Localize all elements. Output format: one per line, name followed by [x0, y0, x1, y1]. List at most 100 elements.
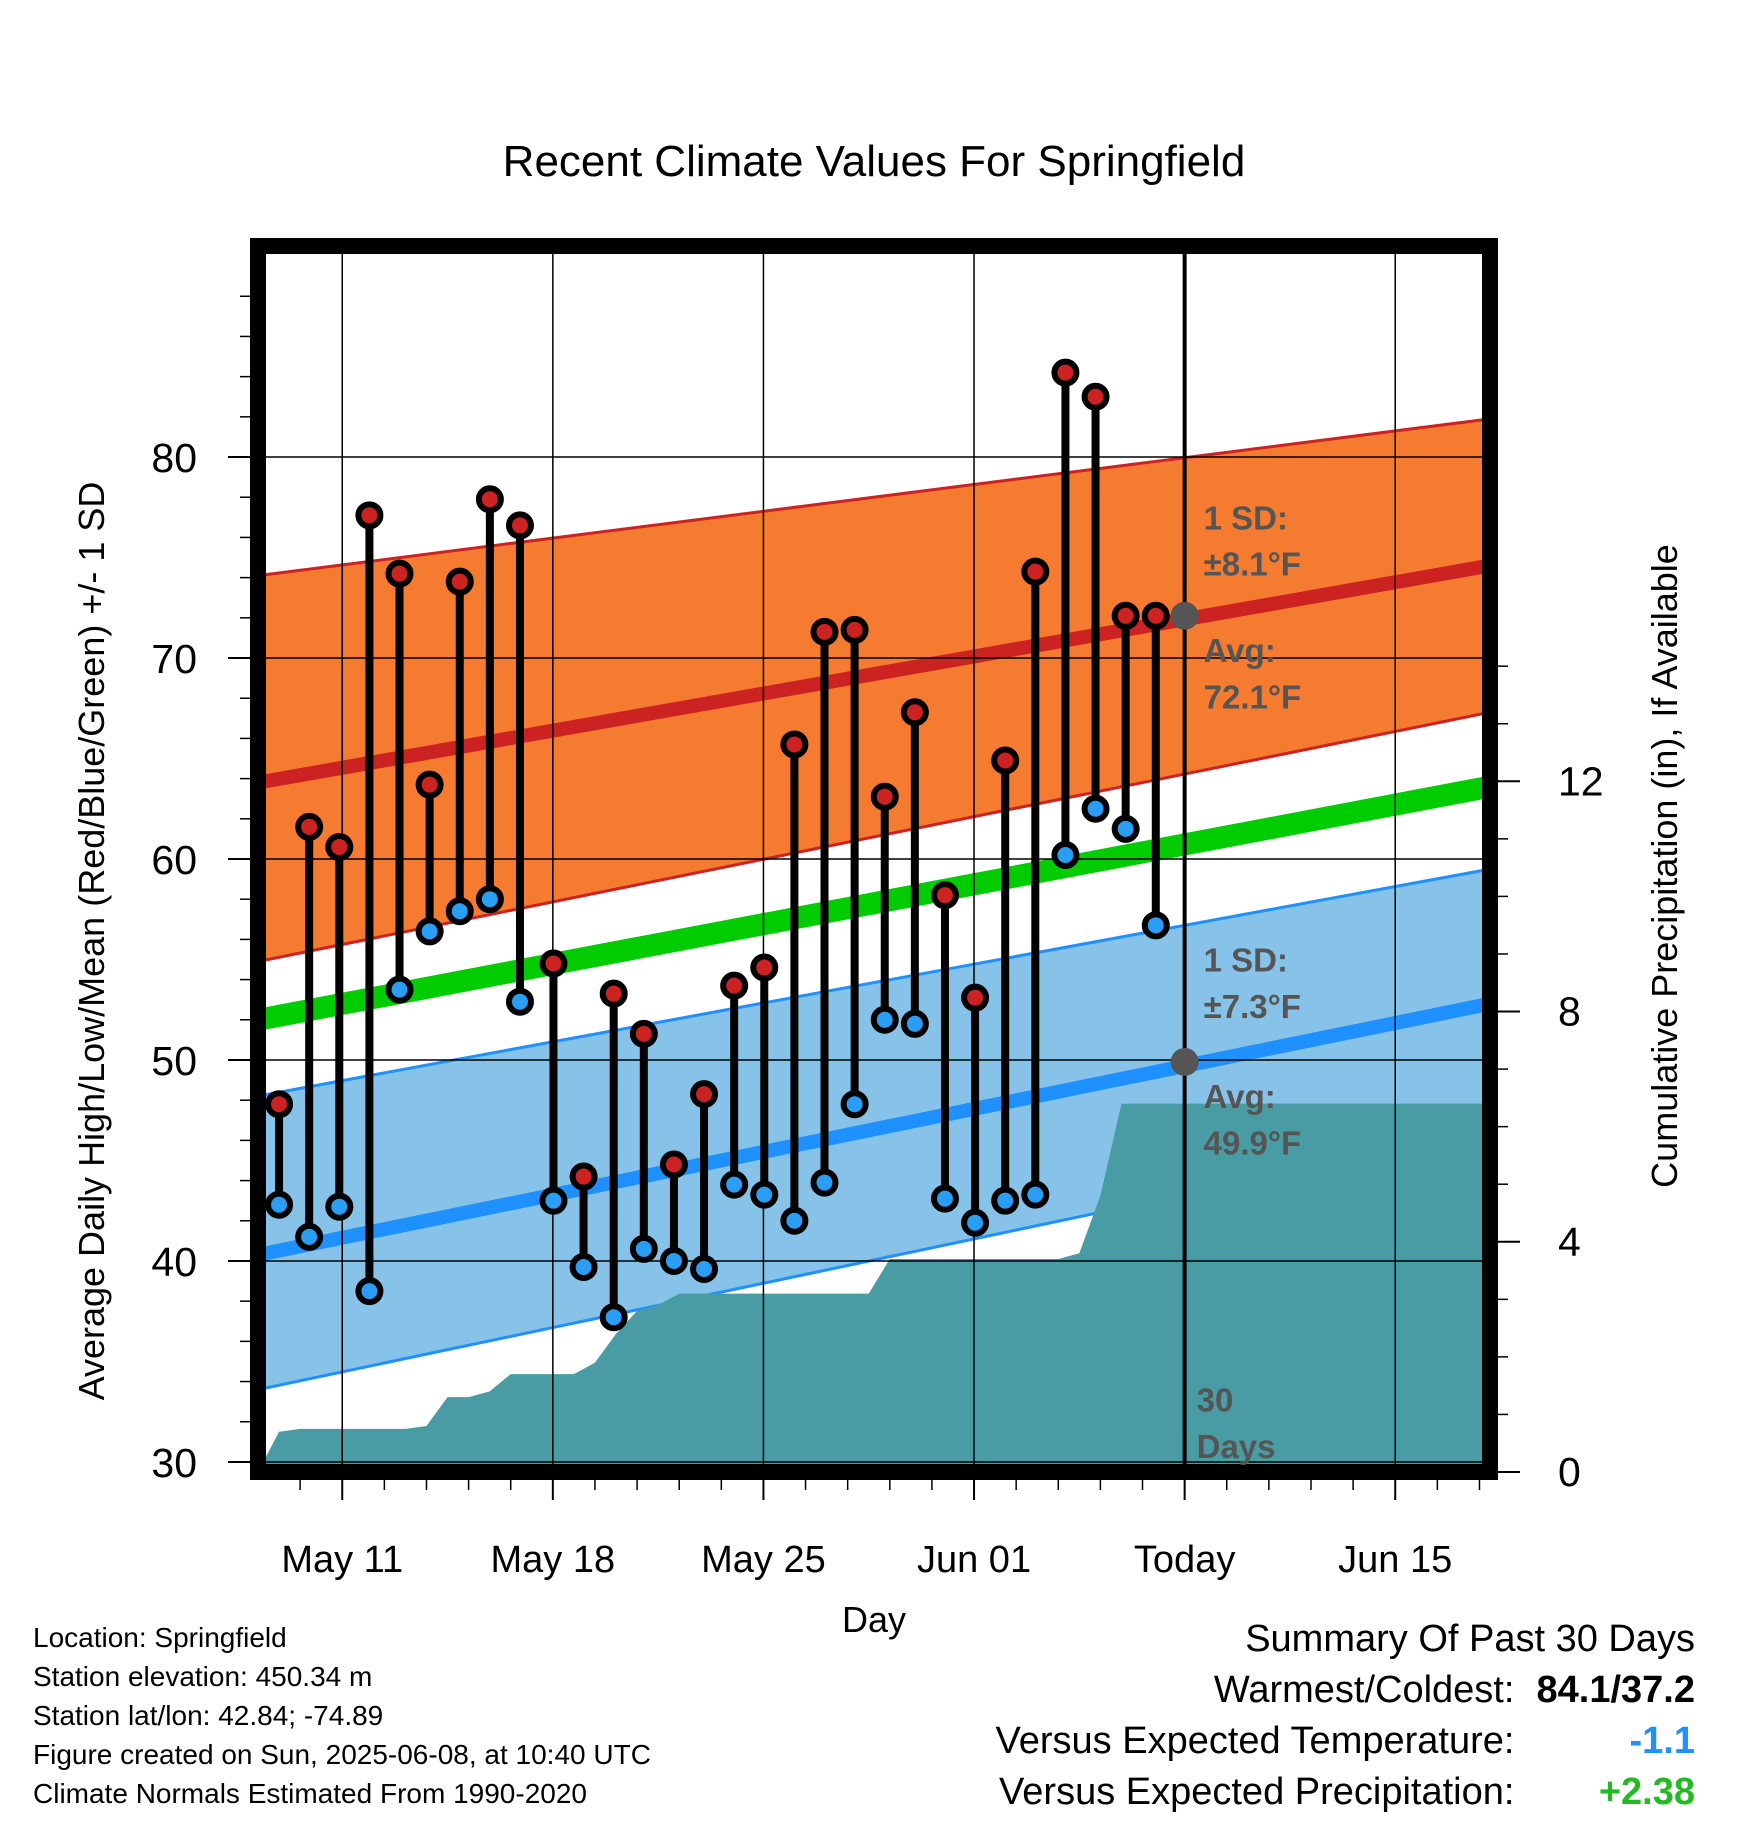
daily-high-point: [991, 746, 1020, 775]
high-sd-label: 1 SD:: [1204, 499, 1288, 536]
daily-low-point: [385, 975, 414, 1004]
daily-low-point: [870, 1005, 899, 1034]
location-text: Location: Springfield: [33, 1622, 287, 1653]
y-tick-label: 60: [151, 837, 197, 883]
daily-low-point: [840, 1090, 869, 1119]
plot-frame: [250, 238, 1498, 1480]
daily-low-point: [900, 1009, 929, 1038]
summary-temp-row: Versus Expected Temperature: -1.1: [996, 1716, 1695, 1767]
low-sd-band-upper-edge: [258, 867, 1490, 1098]
high-avg-value: 72.1°F: [1204, 678, 1302, 715]
summary-warmest-label: Warmest/Coldest:: [1213, 1669, 1515, 1711]
daily-low-point: [629, 1234, 658, 1263]
daily-low-point: [1111, 814, 1140, 843]
y-tick-label: 50: [151, 1038, 197, 1084]
chart-title: Recent Climate Values For Springfield: [503, 137, 1246, 186]
daily-low-point: [1051, 840, 1080, 869]
daily-high-point: [1021, 557, 1050, 586]
days-count-label: 30: [1197, 1382, 1234, 1419]
latlon-text: Station lat/lon: 42.84; -74.89: [33, 1700, 384, 1731]
daily-low-point: [750, 1180, 779, 1209]
daily-low-point: [991, 1186, 1020, 1215]
daily-low-point: [1021, 1180, 1050, 1209]
daily-low-point: [720, 1170, 749, 1199]
summary-heading: Summary Of Past 30 Days: [1245, 1618, 1695, 1660]
station-info: Location: Springfield Station elevation:…: [33, 1618, 651, 1813]
daily-high-point: [265, 1090, 294, 1119]
daily-low-point: [1081, 794, 1110, 823]
daily-low-point: [539, 1186, 568, 1215]
daily-high-point: [1081, 382, 1110, 411]
precipitation-area: [258, 1103, 1490, 1472]
normal-low-line: [258, 996, 1490, 1262]
summary-temp-label: Versus Expected Temperature:: [995, 1720, 1515, 1762]
y2-axis-label: Cumulative Precipitation (in), If Availa…: [1644, 544, 1685, 1188]
daily-high-point: [1111, 601, 1140, 630]
daily-low-point: [475, 885, 504, 914]
y2-tick-label: 12: [1558, 758, 1604, 804]
daily-high-point: [355, 501, 384, 530]
summary-precip-value: +2.38: [1598, 1771, 1695, 1813]
elevation-text: Station elevation: 450.34 m: [33, 1661, 373, 1692]
daily-low-point: [599, 1303, 628, 1332]
high-sd-value: ±8.1°F: [1204, 546, 1301, 583]
daily-high-point: [961, 983, 990, 1012]
daily-low-point: [690, 1255, 719, 1284]
daily-low-point: [930, 1184, 959, 1213]
daily-low-point: [265, 1190, 294, 1219]
daily-high-point: [780, 730, 809, 759]
daily-low-point: [961, 1208, 990, 1237]
low-avg-label: Avg:: [1204, 1078, 1276, 1115]
x-tick-label: May 18: [491, 1539, 616, 1581]
summary-precip-row: Versus Expected Precipitation: +2.38: [996, 1767, 1695, 1818]
daily-high-point: [750, 953, 779, 982]
today-low-normal-marker: [1170, 1047, 1199, 1076]
x-tick-label: Jun 15: [1338, 1539, 1452, 1581]
y-tick-label: 70: [151, 636, 197, 682]
daily-high-point: [415, 770, 444, 799]
created-text: Figure created on Sun, 2025-06-08, at 10…: [33, 1739, 651, 1770]
daily-low-point: [780, 1206, 809, 1235]
daily-high-point: [295, 812, 324, 841]
low-sd-label: 1 SD:: [1204, 942, 1288, 979]
daily-low-point: [445, 897, 474, 926]
daily-low-point: [355, 1277, 384, 1306]
y-axis-label: Average Daily High/Low/Mean (Red/Blue/Gr…: [71, 482, 112, 1401]
summary-precip-label: Versus Expected Precipitation:: [999, 1771, 1515, 1813]
summary-temp-value: -1.1: [1629, 1720, 1695, 1762]
daily-low-point: [659, 1246, 688, 1275]
x-tick-label: Today: [1134, 1539, 1235, 1581]
daily-high-point: [599, 979, 628, 1008]
x-tick-label: May 25: [701, 1539, 826, 1581]
daily-high-point: [810, 617, 839, 646]
low-sd-value: ±7.3°F: [1204, 988, 1301, 1025]
daily-low-point: [505, 987, 534, 1016]
daily-low-point: [810, 1168, 839, 1197]
daily-high-point: [539, 949, 568, 978]
daily-high-point: [870, 782, 899, 811]
daily-high-point: [569, 1162, 598, 1191]
daily-high-point: [445, 567, 474, 596]
daily-low-point: [325, 1192, 354, 1221]
summary-warmest-row: Warmest/Coldest: 84.1/37.2: [996, 1665, 1695, 1716]
y-tick-label: 30: [151, 1440, 197, 1486]
daily-high-point: [325, 832, 354, 861]
daily-high-point: [900, 698, 929, 727]
x-tick-label: May 11: [281, 1539, 403, 1581]
y-tick-label: 80: [151, 435, 197, 481]
normal-mean-line: [258, 775, 1490, 1031]
daily-high-point: [1141, 601, 1170, 630]
daily-high-point: [385, 559, 414, 588]
daily-low-point: [1141, 911, 1170, 940]
daily-high-point: [1051, 358, 1080, 387]
high-sd-band: [258, 418, 1490, 962]
y2-tick-label: 8: [1558, 989, 1581, 1035]
daily-high-point: [930, 881, 959, 910]
y-tick-label: 40: [151, 1239, 197, 1285]
daily-high-point: [475, 485, 504, 514]
daily-high-point: [720, 971, 749, 1000]
y2-tick-label: 4: [1558, 1219, 1581, 1265]
daily-high-point: [505, 511, 534, 540]
today-high-normal-marker: [1170, 601, 1199, 630]
